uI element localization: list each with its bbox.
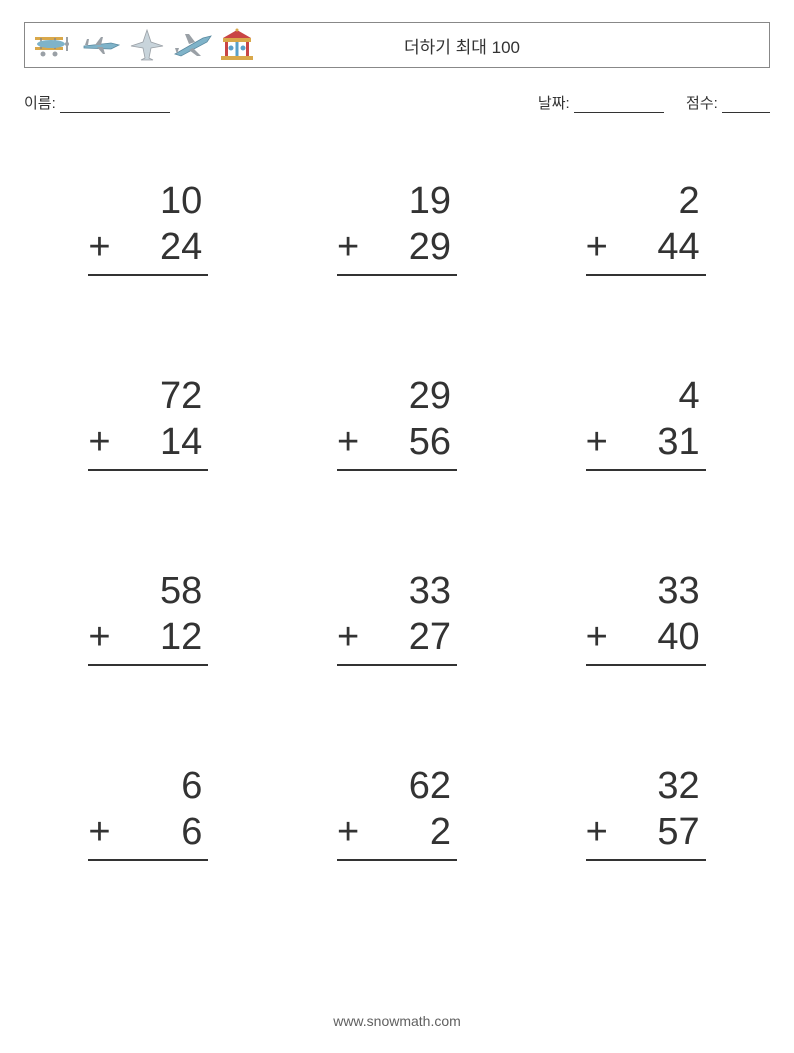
addend-bottom-row: +44 — [586, 225, 706, 277]
addend-top: 58 — [88, 569, 208, 615]
jet-diagonal-icon — [171, 30, 213, 60]
addend-bottom: 29 — [367, 225, 451, 271]
addend-top: 72 — [88, 374, 208, 420]
addend-top: 29 — [337, 374, 457, 420]
addition-problem: 4+31 — [586, 374, 706, 471]
problem-cell: 10+24 — [24, 130, 273, 325]
addition-problem: 62+2 — [337, 764, 457, 861]
addend-top: 33 — [337, 569, 457, 615]
name-blank[interactable] — [60, 97, 170, 113]
addition-problem: 6+6 — [88, 764, 208, 861]
problem-cell: 62+2 — [273, 715, 522, 910]
addend-bottom-row: +29 — [337, 225, 457, 277]
addend-bottom: 6 — [118, 810, 202, 856]
addend-bottom-row: +2 — [337, 810, 457, 862]
problem-cell: 19+29 — [273, 130, 522, 325]
problem-cell: 29+56 — [273, 325, 522, 520]
date-label: 날짜: — [538, 95, 570, 112]
score-blank[interactable] — [722, 97, 770, 113]
operator: + — [586, 225, 616, 271]
addition-problem: 19+29 — [337, 179, 457, 276]
addend-bottom-row: +31 — [586, 420, 706, 472]
problem-cell: 33+40 — [521, 520, 770, 715]
problem-cell: 32+57 — [521, 715, 770, 910]
addend-bottom: 31 — [616, 420, 700, 466]
problem-cell: 6+6 — [24, 715, 273, 910]
addend-top: 33 — [586, 569, 706, 615]
addition-problem: 29+56 — [337, 374, 457, 471]
operator: + — [337, 615, 367, 661]
info-row: 이름: 날짜: 점수: — [24, 92, 770, 113]
addend-top: 2 — [586, 179, 706, 225]
addition-problem: 33+27 — [337, 569, 457, 666]
addition-problem: 58+12 — [88, 569, 208, 666]
addend-top: 6 — [88, 764, 208, 810]
carousel-icon — [219, 28, 255, 62]
operator: + — [586, 420, 616, 466]
problem-cell: 58+12 — [24, 520, 273, 715]
operator: + — [88, 225, 118, 271]
addend-top: 10 — [88, 179, 208, 225]
addition-problem: 32+57 — [586, 764, 706, 861]
addend-top: 32 — [586, 764, 706, 810]
addition-problem: 2+44 — [586, 179, 706, 276]
problem-cell: 2+44 — [521, 130, 770, 325]
operator: + — [337, 810, 367, 856]
addend-bottom: 27 — [367, 615, 451, 661]
addend-bottom: 12 — [118, 615, 202, 661]
jet-side-icon — [81, 31, 123, 59]
addend-bottom: 57 — [616, 810, 700, 856]
addition-problem: 72+14 — [88, 374, 208, 471]
date-blank[interactable] — [574, 97, 664, 113]
score-label: 점수: — [686, 95, 718, 112]
addend-bottom: 14 — [118, 420, 202, 466]
addend-bottom: 24 — [118, 225, 202, 271]
addend-bottom-row: +57 — [586, 810, 706, 862]
name-label: 이름: — [24, 95, 56, 112]
addend-bottom-row: +40 — [586, 615, 706, 667]
addend-bottom: 44 — [616, 225, 700, 271]
addend-top: 62 — [337, 764, 457, 810]
operator: + — [88, 810, 118, 856]
biplane-icon — [33, 31, 75, 59]
addition-problem: 10+24 — [88, 179, 208, 276]
operator: + — [88, 420, 118, 466]
addend-bottom: 40 — [616, 615, 700, 661]
addend-bottom-row: +27 — [337, 615, 457, 667]
addend-bottom-row: +6 — [88, 810, 208, 862]
operator: + — [88, 615, 118, 661]
addend-bottom-row: +56 — [337, 420, 457, 472]
problems-grid: 10+2419+292+4472+1429+564+3158+1233+2733… — [24, 130, 770, 910]
addend-bottom: 2 — [367, 810, 451, 856]
operator: + — [586, 615, 616, 661]
operator: + — [586, 810, 616, 856]
problem-cell: 72+14 — [24, 325, 273, 520]
addend-bottom-row: +14 — [88, 420, 208, 472]
header-box: 더하기 최대 100 — [24, 22, 770, 68]
addend-bottom: 56 — [367, 420, 451, 466]
addend-bottom-row: +12 — [88, 615, 208, 667]
operator: + — [337, 420, 367, 466]
addend-bottom-row: +24 — [88, 225, 208, 277]
plane-top-icon — [129, 28, 165, 62]
addition-problem: 33+40 — [586, 569, 706, 666]
worksheet-title: 더하기 최대 100 — [255, 33, 769, 58]
header-icons — [25, 28, 255, 62]
operator: + — [337, 225, 367, 271]
addend-top: 4 — [586, 374, 706, 420]
footer-url: www.snowmath.com — [0, 1013, 794, 1029]
problem-cell: 33+27 — [273, 520, 522, 715]
addend-top: 19 — [337, 179, 457, 225]
problem-cell: 4+31 — [521, 325, 770, 520]
